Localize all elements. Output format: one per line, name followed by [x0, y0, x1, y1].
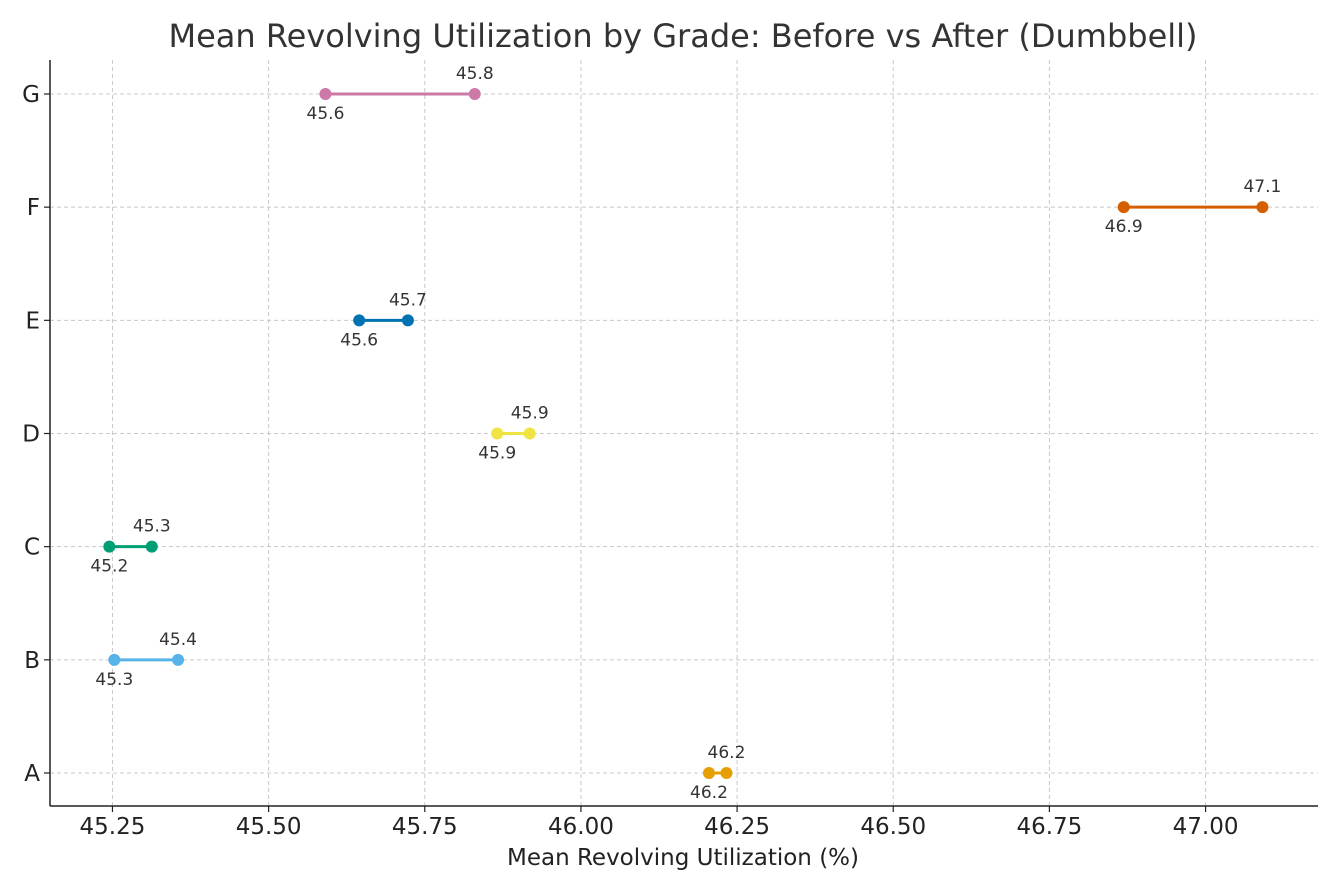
after-point [523, 427, 536, 440]
before-point [1117, 201, 1130, 214]
after-data-label: 45.9 [511, 404, 549, 424]
y-tick-label: C [24, 535, 40, 561]
after-point [1256, 201, 1269, 214]
before-point [103, 540, 116, 553]
after-data-label: 45.4 [159, 630, 197, 650]
y-tick-label: G [22, 82, 40, 108]
dumbbell-g: 45.6 45.8 [307, 64, 494, 124]
x-tick-label: 45.75 [392, 814, 458, 840]
before-data-label: 45.6 [340, 330, 378, 350]
after-point [401, 314, 414, 327]
x-axis-label: Mean Revolving Utilization (%) [507, 845, 859, 871]
after-data-label: 47.1 [1243, 177, 1281, 197]
before-point [353, 314, 366, 327]
after-point [720, 767, 733, 779]
after-data-label: 45.7 [389, 290, 427, 310]
before-data-label: 46.2 [690, 783, 728, 803]
after-point [145, 540, 158, 553]
dumbbell-b: 45.3 45.4 [95, 630, 197, 690]
x-tick-label: 46.75 [1016, 814, 1082, 840]
x-tick-label: 47.00 [1173, 814, 1239, 840]
after-point [172, 653, 185, 666]
axes [44, 60, 1318, 812]
dumbbell-d: 45.9 45.9 [478, 404, 548, 464]
after-point [468, 88, 481, 100]
y-tick-label: D [22, 422, 40, 448]
dumbbell-f: 46.9 47.1 [1105, 177, 1282, 237]
before-point [108, 653, 121, 666]
before-data-label: 46.9 [1105, 217, 1143, 237]
before-data-label: 45.6 [307, 104, 345, 124]
before-point [319, 88, 332, 100]
before-data-label: 45.3 [95, 670, 133, 690]
before-point [702, 767, 715, 779]
y-tick-label: F [27, 195, 40, 221]
dumbbell-c: 45.245.3 [90, 517, 170, 577]
after-data-label: 46.2 [708, 743, 746, 763]
chart-title: Mean Revolving Utilization by Grade: Bef… [168, 17, 1197, 55]
dumbbell-e: 45.6 45.7 [340, 290, 427, 350]
dumbbell-marks: 46.246.245.345.445.245.345.945.945.645.7… [90, 64, 1281, 803]
after-data-label: 45.3 [133, 517, 171, 537]
dumbbell-a: 46.2 46.2 [690, 743, 745, 803]
before-point [491, 427, 504, 440]
y-tick-label: B [24, 648, 40, 674]
tick-labels: 45.25 45.50 45.75 46.00 46.25 46.50 46.75 47.00… [22, 82, 1238, 840]
y-tick-label: E [25, 308, 40, 334]
x-tick-label: 46.25 [704, 814, 770, 840]
x-tick-label: 46.50 [860, 814, 926, 840]
grid [50, 60, 1318, 806]
x-tick-label: 45.25 [80, 814, 146, 840]
y-tick-label: A [24, 761, 40, 787]
after-data-label: 45.8 [456, 64, 494, 84]
x-tick-label: 46.00 [548, 814, 614, 840]
before-data-label: 45.9 [478, 444, 516, 464]
x-tick-label: 45.50 [236, 814, 302, 840]
before-data-label: 45.2 [90, 557, 128, 577]
